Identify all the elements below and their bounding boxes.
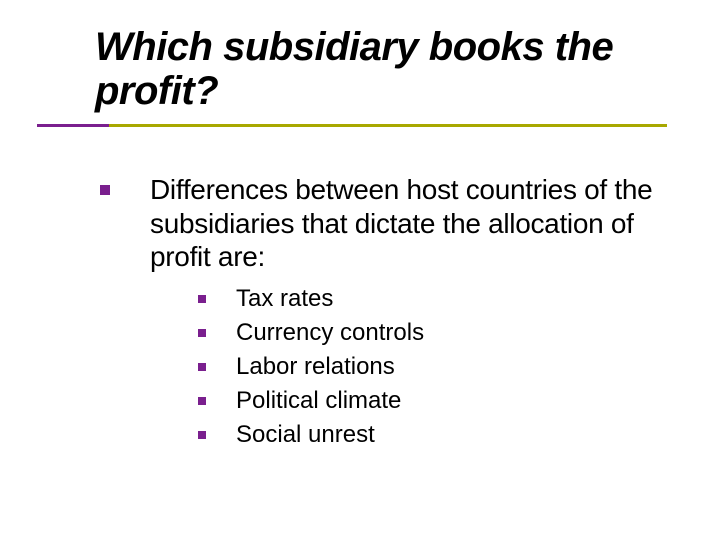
square-bullet-icon bbox=[198, 363, 206, 371]
square-bullet-icon bbox=[100, 185, 110, 195]
slide-body: Differences between host countries of th… bbox=[100, 173, 680, 450]
level2-list: Tax rates Currency controls Labor relati… bbox=[198, 284, 680, 450]
square-bullet-icon bbox=[198, 329, 206, 337]
level2-text: Currency controls bbox=[236, 318, 424, 348]
bullet-level2: Currency controls bbox=[198, 318, 680, 348]
level2-text: Social unrest bbox=[236, 420, 375, 450]
slide: Which subsidiary books the profit? Diffe… bbox=[0, 0, 720, 540]
level2-text: Tax rates bbox=[236, 284, 333, 314]
slide-title: Which subsidiary books the profit? bbox=[95, 25, 680, 113]
bullet-level2: Tax rates bbox=[198, 284, 680, 314]
square-bullet-icon bbox=[198, 295, 206, 303]
bullet-level1: Differences between host countries of th… bbox=[100, 173, 680, 274]
rule-purple bbox=[37, 124, 109, 127]
bullet-level2: Political climate bbox=[198, 386, 680, 416]
square-bullet-icon bbox=[198, 431, 206, 439]
title-underline bbox=[37, 124, 677, 142]
level2-text: Labor relations bbox=[236, 352, 395, 382]
bullet-level2: Social unrest bbox=[198, 420, 680, 450]
level2-text: Political climate bbox=[236, 386, 401, 416]
level1-text: Differences between host countries of th… bbox=[150, 173, 680, 274]
square-bullet-icon bbox=[198, 397, 206, 405]
rule-olive bbox=[109, 124, 667, 127]
bullet-level2: Labor relations bbox=[198, 352, 680, 382]
